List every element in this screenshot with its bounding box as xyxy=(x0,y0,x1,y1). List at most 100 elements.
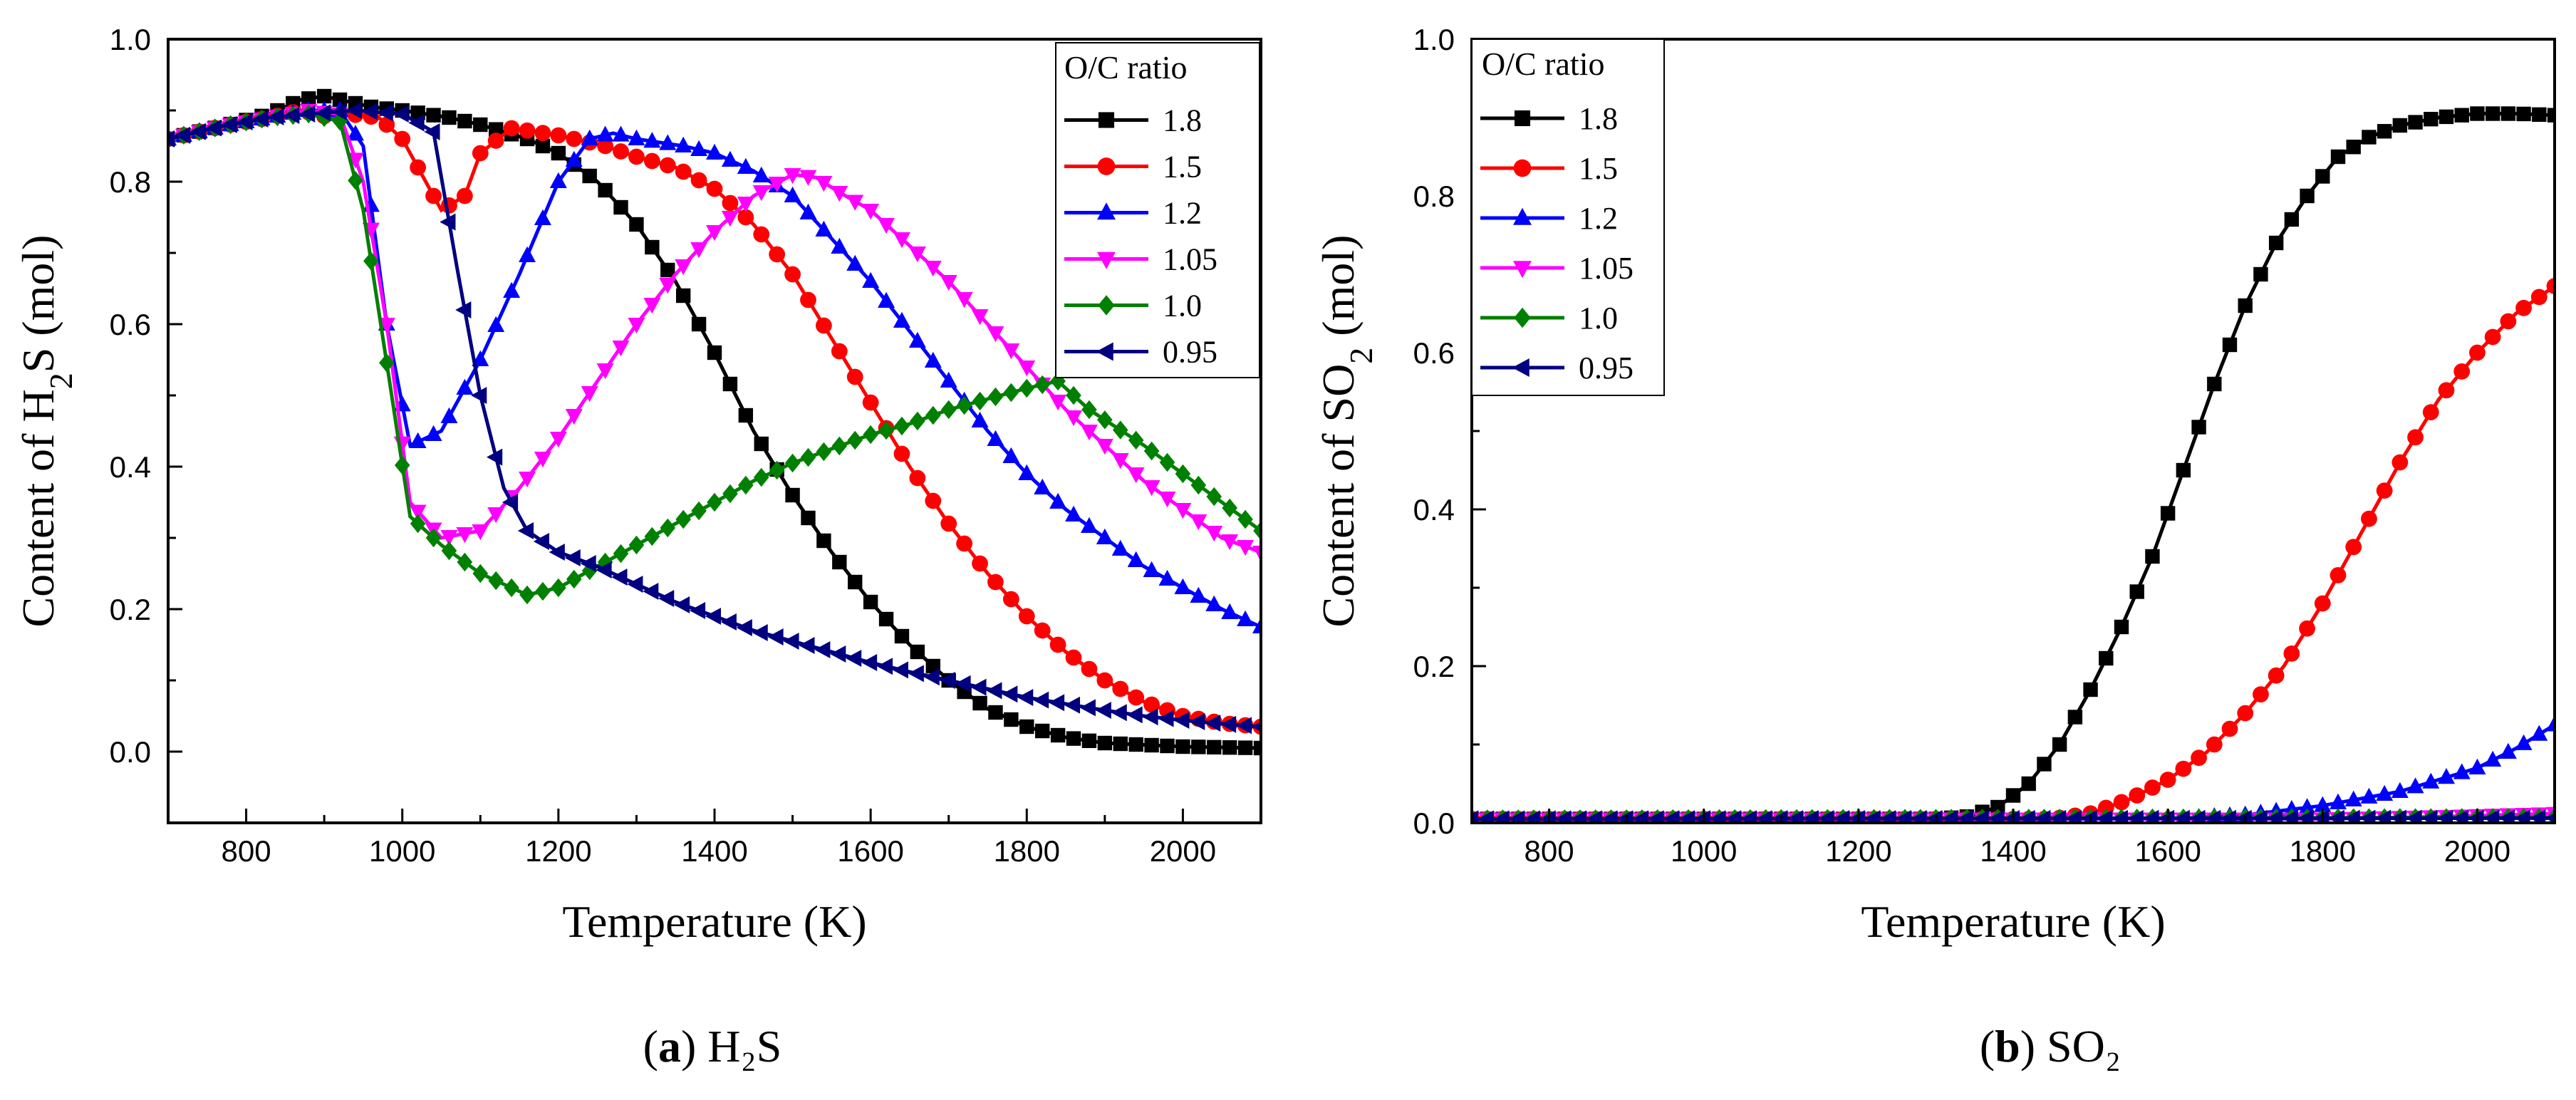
data-point xyxy=(892,661,908,679)
data-point xyxy=(737,197,754,213)
data-point xyxy=(2392,118,2408,133)
data-point xyxy=(2359,809,2376,823)
data-point xyxy=(2530,809,2546,823)
x-tick-label: 800 xyxy=(222,834,271,868)
x-tick-label: 1600 xyxy=(2134,834,2201,868)
data-point xyxy=(1222,498,1237,518)
data-point xyxy=(2390,809,2406,823)
data-point xyxy=(1173,712,1190,729)
data-point xyxy=(831,186,848,202)
data-point xyxy=(473,117,488,133)
y-tick-label: 0.8 xyxy=(110,165,151,199)
data-point xyxy=(2407,429,2424,446)
data-point xyxy=(925,658,940,674)
legend-item-1.8: 1.8 xyxy=(1064,103,1202,138)
series-markers-0.95 xyxy=(1472,809,2555,823)
data-point xyxy=(1926,810,1943,823)
data-point xyxy=(565,409,583,425)
data-point xyxy=(1034,375,1050,395)
data-point xyxy=(628,148,645,165)
data-point xyxy=(816,317,832,334)
data-point xyxy=(1189,713,1205,730)
data-point xyxy=(846,368,863,385)
data-point xyxy=(2113,794,2130,811)
data-point xyxy=(2268,235,2284,251)
data-point xyxy=(783,633,799,650)
data-point xyxy=(1128,689,1145,706)
data-point xyxy=(2314,796,2332,812)
data-point xyxy=(2297,809,2314,823)
panel-caption: (b) SO₂ xyxy=(1980,1021,2121,1072)
data-point xyxy=(565,150,583,167)
data-point xyxy=(284,107,300,124)
x-tick-label: 1000 xyxy=(1671,834,1737,868)
y-axis-title: Content of SO2 (mol) xyxy=(1313,235,1379,628)
data-point xyxy=(2362,130,2377,145)
data-point xyxy=(363,251,379,271)
data-point xyxy=(1113,736,1128,752)
data-point xyxy=(410,159,427,176)
data-point xyxy=(658,590,675,607)
data-point xyxy=(2422,772,2440,789)
data-point xyxy=(534,452,551,468)
x-axis-title: Temperature (K) xyxy=(562,896,866,947)
data-point xyxy=(722,484,738,504)
data-point xyxy=(691,501,707,521)
data-point xyxy=(2065,809,2082,823)
data-point xyxy=(2019,809,2035,823)
data-point xyxy=(785,487,800,503)
data-point xyxy=(2484,328,2501,346)
data-point xyxy=(1034,478,1051,494)
data-point xyxy=(1128,737,1143,752)
data-point xyxy=(831,237,848,254)
x-tick-label: 2000 xyxy=(1150,834,1216,868)
data-point xyxy=(768,177,786,193)
data-point xyxy=(613,544,629,564)
y-tick-label: 0.2 xyxy=(110,593,151,626)
data-point xyxy=(2159,772,2176,788)
data-point xyxy=(878,420,894,440)
data-point xyxy=(1034,622,1051,639)
data-point xyxy=(1144,737,1159,753)
data-point xyxy=(940,515,957,532)
data-point xyxy=(1126,706,1143,724)
data-point xyxy=(910,411,925,431)
data-point xyxy=(1990,799,2005,815)
data-point xyxy=(2406,809,2422,823)
data-point xyxy=(2114,619,2129,635)
data-point xyxy=(2253,686,2269,702)
data-point xyxy=(205,119,222,137)
data-point xyxy=(2515,299,2532,316)
data-point xyxy=(1002,447,1020,463)
series-markers-0.95 xyxy=(168,102,1261,735)
data-point xyxy=(2376,784,2394,801)
legend-marker xyxy=(1096,342,1113,361)
data-point xyxy=(846,650,862,667)
data-point xyxy=(1235,717,1252,735)
data-point xyxy=(394,455,410,475)
data-point xyxy=(627,576,643,593)
data-point xyxy=(425,528,442,548)
data-point xyxy=(488,571,504,591)
data-point xyxy=(1002,343,1020,360)
data-point xyxy=(816,533,831,549)
data-point xyxy=(752,185,770,202)
legend-marker xyxy=(1514,307,1531,328)
data-point xyxy=(2468,809,2484,823)
data-point xyxy=(1127,467,1145,484)
legend-label: 0.95 xyxy=(1579,351,1634,385)
y-tick-label: 1.0 xyxy=(110,23,151,56)
data-point xyxy=(2500,313,2517,330)
x-tick-label: 1800 xyxy=(994,834,1060,868)
data-point xyxy=(472,145,489,162)
data-point xyxy=(923,668,940,686)
data-point xyxy=(1080,517,1098,533)
x-axis-title: Temperature (K) xyxy=(1861,896,2165,947)
data-point xyxy=(815,176,833,192)
data-point xyxy=(940,400,957,420)
data-point xyxy=(1678,810,1695,823)
x-tick-label: 800 xyxy=(1525,834,1574,868)
data-point xyxy=(706,180,723,197)
data-point xyxy=(1143,441,1160,461)
data-point xyxy=(675,509,691,529)
